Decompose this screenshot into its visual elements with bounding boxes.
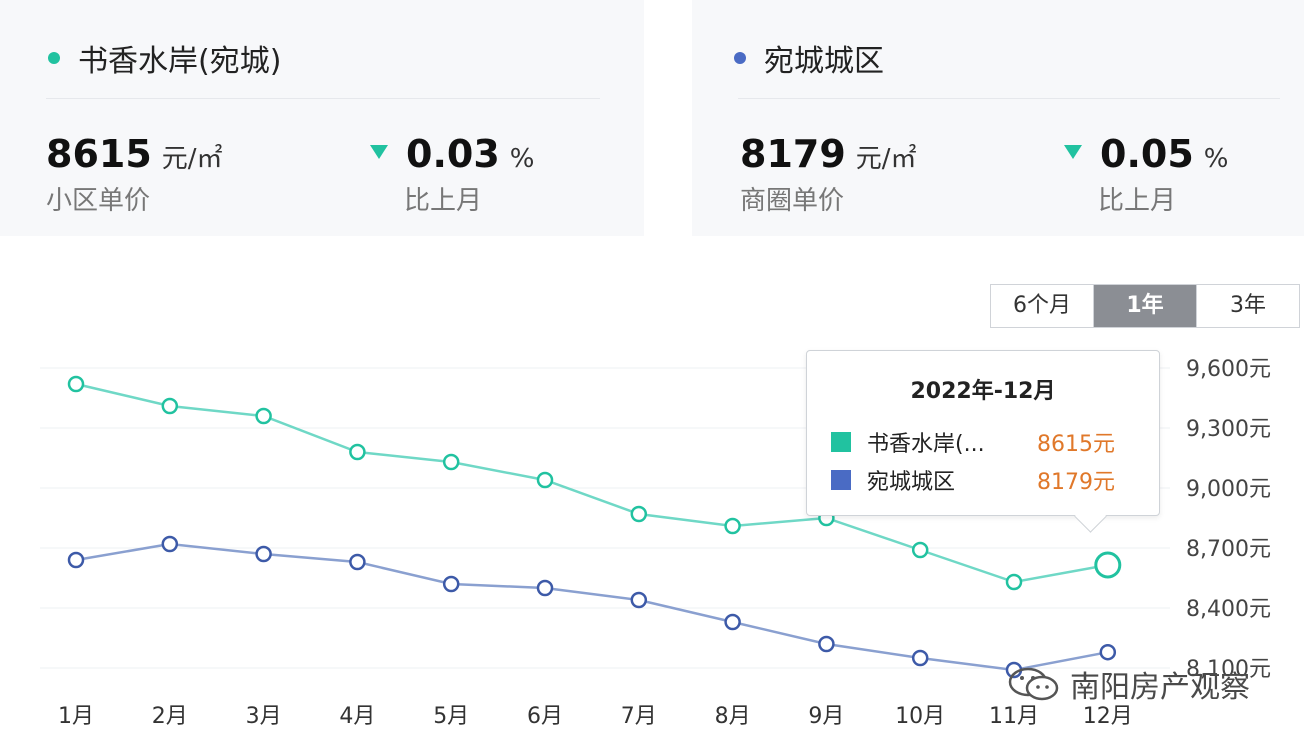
tooltip-swatch-district <box>831 470 851 490</box>
tooltip-series-name: 书香水岸(... <box>867 432 985 457</box>
y-tick-label: 8,700元 <box>1186 537 1271 562</box>
tooltip-series-name: 宛城城区 <box>867 470 956 495</box>
data-point <box>255 545 272 563</box>
data-point <box>724 517 741 535</box>
community-dot-icon <box>48 52 60 64</box>
change-label: 比上月 <box>1098 186 1177 216</box>
x-tick-label: 12月 <box>1083 704 1133 729</box>
data-point <box>1099 643 1117 661</box>
watermark-text: 南阳房产观察 <box>1070 670 1250 705</box>
district-price-block: 8179 元/㎡ 商圈单价 <box>740 132 917 216</box>
community-price: 8615 <box>46 132 152 176</box>
x-tick-label: 1月 <box>58 704 94 729</box>
data-point <box>911 649 929 667</box>
percent-unit: % <box>1203 144 1229 174</box>
x-tick-label: 10月 <box>895 704 945 729</box>
series-line <box>75 542 1109 672</box>
data-point <box>161 535 179 553</box>
community-change-block: 0.03% 比上月 <box>370 132 535 216</box>
tab-3-years[interactable]: 3年 <box>1196 285 1299 327</box>
x-tick-label: 7月 <box>621 704 657 729</box>
x-tick-label: 9月 <box>808 704 844 729</box>
district-price-label: 商圈单价 <box>740 186 845 216</box>
district-summary-card: 宛城城区 8179 元/㎡ 商圈单价 0.05% 比上月 <box>692 0 1304 236</box>
tooltip-row-district: 宛城城区 8179元 <box>831 465 1115 495</box>
y-tick-label: 9,300元 <box>1186 417 1271 442</box>
data-point <box>724 613 741 631</box>
wechat-icon <box>1008 667 1059 701</box>
percent-unit: % <box>509 144 535 174</box>
data-point <box>818 635 835 653</box>
district-name: 宛城城区 <box>764 44 884 79</box>
data-point <box>349 553 366 571</box>
divider <box>46 98 600 99</box>
district-change-block: 0.05% 比上月 <box>1064 132 1229 216</box>
down-triangle-icon <box>1064 145 1082 159</box>
data-point <box>255 407 272 425</box>
y-tick-label: 9,600元 <box>1186 357 1271 382</box>
community-price-block: 8615 元/㎡ 小区单价 <box>46 132 223 216</box>
x-tick-label: 4月 <box>339 704 375 729</box>
data-point <box>67 551 85 569</box>
y-tick-label: 8,400元 <box>1186 597 1271 622</box>
x-tick-label: 11月 <box>989 704 1039 729</box>
watermark: 南阳房产观察 <box>1006 662 1250 706</box>
district-dot-icon <box>734 52 746 64</box>
change-label: 比上月 <box>404 186 483 216</box>
data-point <box>630 505 648 523</box>
x-tick-label: 8月 <box>715 704 751 729</box>
range-tabs: 6个月 1年 3年 <box>990 284 1300 328</box>
data-point <box>911 541 929 559</box>
tooltip-title: 2022年-12月 <box>910 379 1056 404</box>
divider <box>738 98 1280 99</box>
chart-tooltip: 2022年-12月 书香水岸(... 8615元 宛城城区 8179元 <box>806 350 1160 533</box>
y-tick-label: 8,100元 <box>1186 657 1271 682</box>
x-tick-label: 3月 <box>246 704 282 729</box>
data-point <box>536 471 554 489</box>
community-price-label: 小区单价 <box>46 186 151 216</box>
data-point <box>442 453 460 471</box>
tooltip-swatch-community <box>831 432 851 452</box>
tab-1-year[interactable]: 1年 <box>1093 285 1196 327</box>
district-change: 0.05 <box>1100 132 1194 176</box>
data-point <box>1094 551 1122 579</box>
series-line <box>75 382 1109 584</box>
data-point <box>1005 573 1023 591</box>
tooltip-series-value: 8179元 <box>1037 470 1115 495</box>
tooltip-row-community: 书香水岸(... 8615元 <box>831 427 1115 457</box>
data-point <box>536 579 554 597</box>
price-unit: 元/㎡ <box>855 144 917 174</box>
price-unit: 元/㎡ <box>161 144 223 174</box>
tab-6-months[interactable]: 6个月 <box>991 285 1093 327</box>
community-summary-card: 书香水岸(宛城) 8615 元/㎡ 小区单价 0.03% 比上月 <box>0 0 644 236</box>
y-tick-label: 9,000元 <box>1186 477 1271 502</box>
data-point <box>349 443 366 461</box>
x-tick-label: 6月 <box>527 704 563 729</box>
down-triangle-icon <box>370 145 388 159</box>
community-change: 0.03 <box>406 132 500 176</box>
data-point <box>630 591 648 609</box>
data-point <box>442 575 460 593</box>
data-point <box>161 397 179 415</box>
district-price: 8179 <box>740 132 846 176</box>
community-name: 书香水岸(宛城) <box>78 44 282 79</box>
x-tick-label: 2月 <box>152 704 188 729</box>
tooltip-series-value: 8615元 <box>1037 432 1115 457</box>
data-point <box>67 375 85 393</box>
x-tick-label: 5月 <box>433 704 469 729</box>
